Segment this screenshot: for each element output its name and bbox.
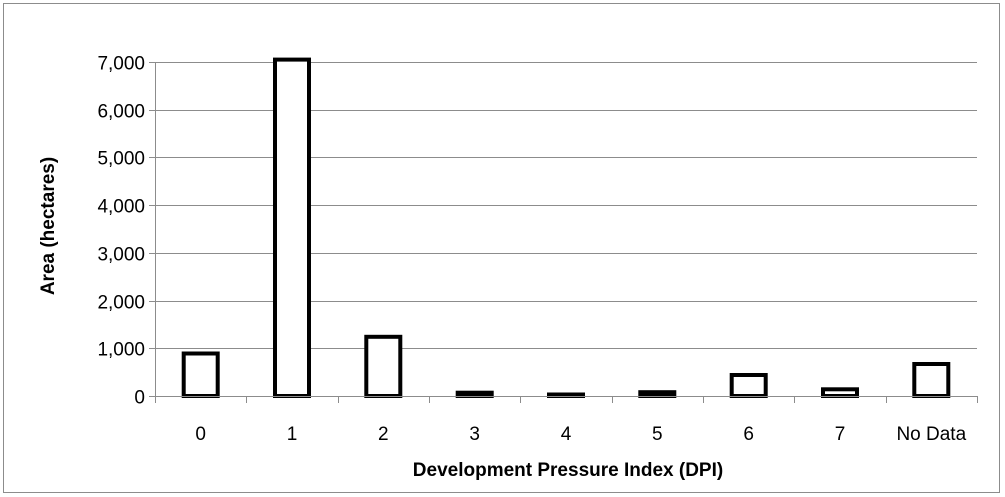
x-tick-label: 7 (835, 424, 846, 445)
x-tick-label: 1 (287, 424, 298, 445)
x-tick-label: 4 (561, 424, 572, 445)
bar-3 (455, 390, 494, 399)
bar-6 (729, 373, 768, 398)
axes (149, 62, 978, 403)
y-tick-label: 6,000 (97, 102, 145, 123)
x-tick-label: 5 (652, 424, 663, 445)
bars (181, 57, 951, 399)
chart-area (3, 3, 1000, 493)
x-tick-label: 0 (195, 424, 206, 445)
y-tick-label: 7,000 (97, 54, 145, 75)
bar-2 (364, 334, 403, 398)
y-tick-label: 1,000 (97, 340, 145, 361)
y-axis-title: Area (hectares) (38, 157, 59, 295)
y-tick-label: 3,000 (97, 245, 145, 266)
bar-1 (273, 57, 311, 398)
y-tick-label: 4,000 (97, 197, 145, 218)
x-axis-title: Development Pressure Index (DPI) (413, 460, 723, 481)
tick-labels: 0 1,000 2,000 3,000 4,000 5,000 6,000 7,000 0 1 2 3… (97, 54, 966, 446)
y-tick-label: 2,000 (97, 293, 145, 314)
bar-5 (638, 390, 677, 399)
bar-0 (181, 351, 220, 398)
x-tick-label: 6 (743, 424, 754, 445)
x-tick-label: No Data (896, 424, 966, 445)
x-tick-label: 2 (378, 424, 389, 445)
y-tick-label: 0 (134, 388, 145, 409)
y-tick-label: 5,000 (97, 149, 145, 170)
bar-no-data (912, 362, 951, 398)
bar-7 (821, 387, 859, 398)
x-tick-label: 3 (469, 424, 480, 445)
bar-4 (547, 392, 585, 398)
